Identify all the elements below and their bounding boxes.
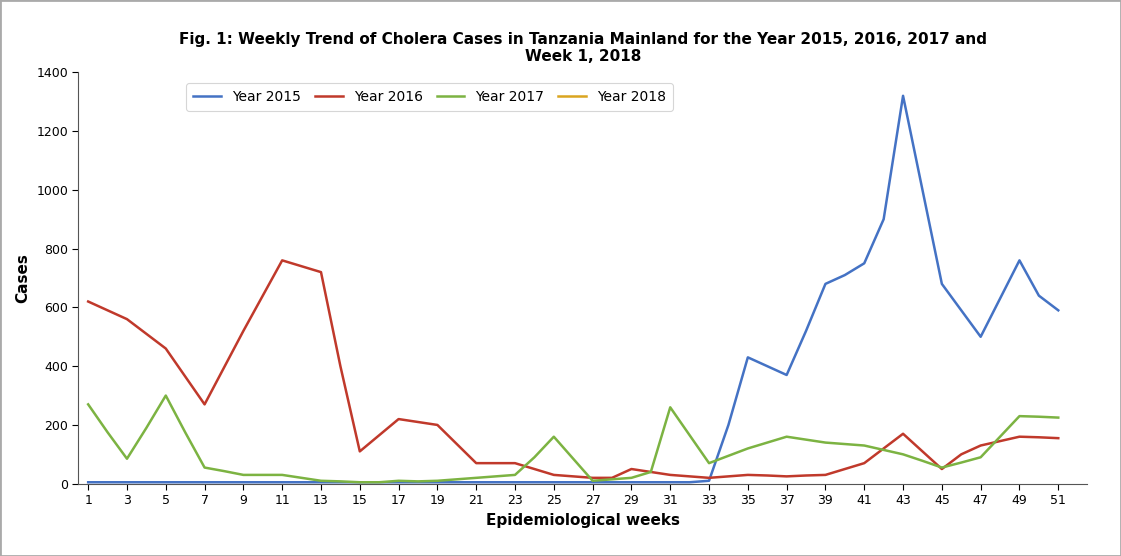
- Year 2016: [392, 416, 406, 423]
- Title: Fig. 1: Weekly Trend of Cholera Cases in Tanzania Mainland for the Year 2015, 20: Fig. 1: Weekly Trend of Cholera Cases in…: [179, 32, 986, 64]
- Year 2017: [1032, 413, 1046, 420]
- Year 2016: [276, 257, 289, 264]
- Year 2016: [760, 472, 773, 479]
- Line: Year 2015: Year 2015: [89, 96, 1058, 482]
- Year 2016: [818, 471, 832, 478]
- Year 2015: [722, 421, 735, 428]
- Year 2017: [411, 478, 425, 485]
- Year 2015: [1051, 307, 1065, 314]
- Year 2016: [82, 298, 95, 305]
- Year 2017: [430, 478, 444, 484]
- Year 2016: [1032, 434, 1046, 440]
- Year 2016: [586, 474, 600, 481]
- Year 2017: [314, 478, 327, 484]
- Year 2015: [82, 479, 95, 485]
- Year 2017: [353, 479, 367, 485]
- Year 2017: [82, 401, 95, 408]
- Year 2015: [1032, 292, 1046, 299]
- Year 2015: [295, 479, 308, 485]
- Legend: Year 2015, Year 2016, Year 2017, Year 2018: Year 2015, Year 2016, Year 2017, Year 20…: [186, 83, 674, 111]
- Year 2017: [760, 439, 773, 446]
- Year 2016: [411, 419, 425, 425]
- Year 2017: [159, 392, 173, 399]
- Year 2017: [1051, 414, 1065, 421]
- Year 2016: [1051, 435, 1065, 441]
- Line: Year 2017: Year 2017: [89, 395, 1058, 482]
- Year 2015: [780, 371, 794, 378]
- Y-axis label: Cases: Cases: [16, 253, 30, 303]
- X-axis label: Epidemiological weeks: Epidemiological weeks: [485, 513, 680, 528]
- Year 2016: [314, 269, 327, 275]
- Year 2015: [392, 479, 406, 485]
- Year 2017: [818, 439, 832, 446]
- Year 2015: [372, 479, 386, 485]
- Year 2015: [897, 92, 910, 99]
- Line: Year 2016: Year 2016: [89, 260, 1058, 478]
